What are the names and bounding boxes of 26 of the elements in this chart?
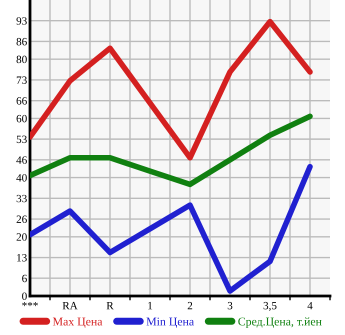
y-tick-label: 40: [16, 174, 27, 182]
x-tick-label: ***: [22, 302, 38, 306]
y-tick-label: 86: [16, 38, 27, 46]
y-tick-label: 93: [16, 17, 27, 25]
y-tick-label: 80: [16, 56, 27, 64]
x-tick-label: 3: [228, 302, 232, 310]
legend-label: Min Цена: [146, 318, 194, 328]
y-tick-label: 66: [16, 97, 27, 105]
x-tick-label: 3,5: [264, 302, 277, 311]
x-tick-label: RA: [62, 302, 78, 310]
x-tick-label: R: [106, 302, 114, 310]
y-tick-label: 20: [16, 233, 27, 241]
y-tick-label: 53: [16, 136, 27, 144]
legend-label: Max Цена: [52, 318, 102, 328]
y-tick-label: 60: [16, 114, 27, 122]
legend-label: Сред.Цена, т.йен: [238, 317, 322, 328]
y-tick-label: 73: [16, 76, 27, 84]
x-tick-label: 4: [307, 302, 313, 310]
y-tick-label: 33: [16, 194, 27, 202]
x-tick-label: 1: [148, 302, 152, 310]
y-tick-label: 6: [22, 274, 27, 282]
y-tick-label: 46: [16, 156, 27, 164]
y-tick-label: 26: [16, 216, 27, 224]
y-tick-label: 13: [17, 254, 27, 262]
x-tick-label: 2: [188, 302, 192, 310]
y-tick-label: 0: [22, 292, 27, 300]
